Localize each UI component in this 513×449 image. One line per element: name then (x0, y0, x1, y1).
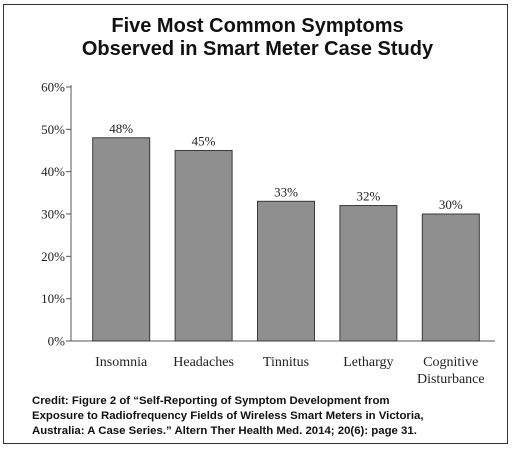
credit-line-2: Exposure to Radiofrequency Fields of Wir… (32, 410, 424, 422)
category-label: Disturbance (417, 372, 485, 387)
y-tick-label: 10% (41, 291, 65, 306)
y-tick-label: 50% (41, 122, 65, 137)
credit-text: Credit: Figure 2 of “Self-Reporting of S… (32, 394, 502, 439)
chart-title-line-2: Observed in Smart Meter Case Study (81, 38, 434, 60)
y-tick-label: 40% (41, 164, 65, 179)
data-label: 48% (109, 121, 133, 136)
bar (339, 205, 398, 342)
category-label: Cognitive (423, 355, 478, 370)
credit-line-3: Australia: A Case Series.” Altern Ther H… (32, 425, 417, 437)
data-label: 45% (192, 134, 216, 149)
chart-title-line-1: Five Most Common Symptoms (111, 15, 404, 37)
bar (92, 137, 151, 342)
data-label: 32% (356, 189, 380, 204)
data-label: 33% (274, 184, 298, 199)
category-label: Tinnitus (263, 355, 309, 370)
y-tick-label: 30% (41, 207, 65, 222)
y-tick-label: 0% (48, 334, 66, 349)
category-label: Insomnia (95, 355, 148, 370)
bar (174, 150, 233, 342)
category-label: Lethargy (343, 355, 393, 370)
bar (257, 200, 315, 342)
y-tick-label: 20% (41, 249, 65, 264)
credit-line-1: Credit: Figure 2 of “Self-Reporting of S… (32, 395, 390, 407)
data-label: 30% (439, 197, 463, 212)
category-label: Headaches (173, 355, 234, 370)
bar (421, 213, 480, 342)
y-tick-label: 60% (41, 80, 65, 95)
chart-title: Five Most Common Symptoms Observed in Sm… (4, 15, 511, 61)
